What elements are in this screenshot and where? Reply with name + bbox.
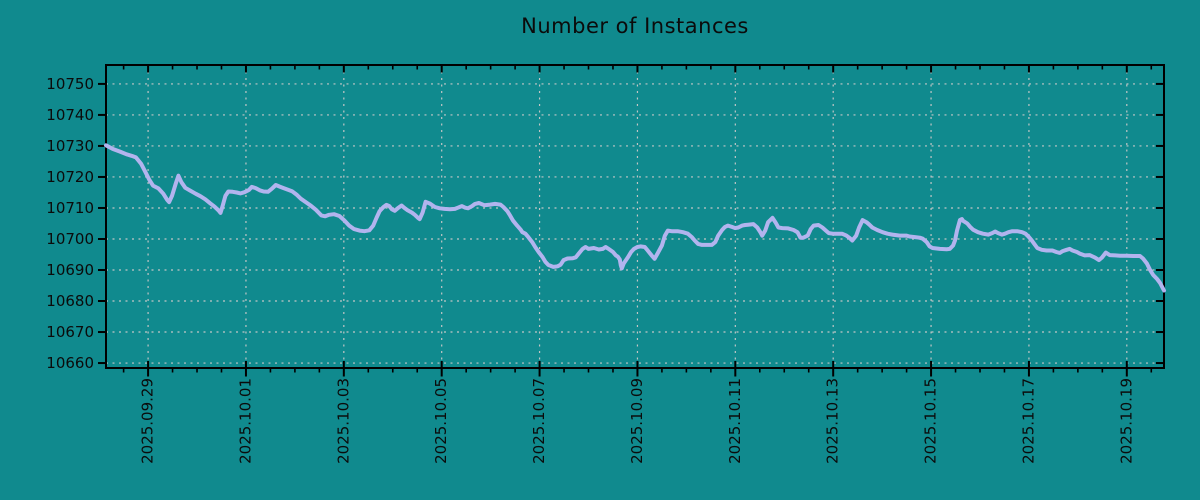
svg-text:2025.10.13: 2025.10.13	[824, 378, 842, 464]
svg-text:2025.10.17: 2025.10.17	[1019, 378, 1037, 464]
svg-text:10740: 10740	[46, 106, 94, 124]
svg-text:2025.10.11: 2025.10.11	[726, 378, 744, 464]
y-tick-labels: 10660 10670 10680 10690 10700 10710 10720 10730…	[46, 75, 94, 372]
svg-text:2025.10.01: 2025.10.01	[236, 378, 254, 464]
svg-text:2025.10.09: 2025.10.09	[628, 378, 646, 464]
svg-text:2025.10.03: 2025.10.03	[334, 378, 352, 464]
svg-text:10690: 10690	[46, 261, 94, 279]
svg-text:2025.10.19: 2025.10.19	[1117, 378, 1135, 464]
svg-text:2025.10.15: 2025.10.15	[922, 378, 940, 464]
svg-text:2025.10.05: 2025.10.05	[432, 378, 450, 464]
svg-text:10750: 10750	[46, 75, 94, 93]
svg-text:10680: 10680	[46, 292, 94, 310]
chart-title: Number of Instances	[521, 14, 749, 38]
svg-text:2025.09.29: 2025.09.29	[139, 378, 157, 464]
x-tick-labels: 2025.09.29 2025.10.01 2025.10.03 2025.10.05…	[139, 378, 1136, 464]
svg-text:10720: 10720	[46, 168, 94, 186]
svg-text:10660: 10660	[46, 354, 94, 372]
svg-text:10710: 10710	[46, 199, 94, 217]
svg-text:10730: 10730	[46, 137, 94, 155]
grid-lines	[106, 65, 1164, 368]
series-line-instances	[104, 143, 1166, 293]
tick-marks	[98, 65, 1164, 377]
svg-text:10670: 10670	[46, 323, 94, 341]
svg-text:2025.10.07: 2025.10.07	[530, 378, 548, 464]
axis-frame	[105, 64, 1165, 369]
svg-text:10700: 10700	[46, 230, 94, 248]
